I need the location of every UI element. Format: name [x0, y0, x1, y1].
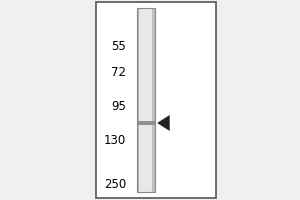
Text: 55: 55: [111, 40, 126, 52]
Text: 72: 72: [111, 66, 126, 78]
Bar: [139, 8, 152, 192]
Text: 95: 95: [111, 99, 126, 112]
Polygon shape: [158, 115, 169, 131]
Text: 130: 130: [104, 134, 126, 146]
Bar: [136, 8, 154, 192]
Bar: [152, 8, 154, 192]
Bar: [96, 2, 216, 198]
Bar: [136, 121, 154, 125]
Text: 250: 250: [104, 178, 126, 190]
Bar: [136, 8, 139, 192]
